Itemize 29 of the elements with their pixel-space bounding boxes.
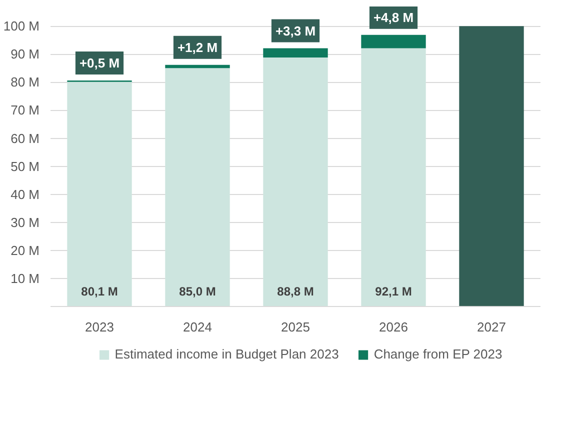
bar bbox=[361, 34, 426, 48]
y-tick-label: 60 M bbox=[10, 130, 40, 146]
bar bbox=[263, 48, 328, 58]
y-tick-label: 80 M bbox=[10, 74, 40, 90]
data-label: 85,0 M bbox=[179, 284, 216, 298]
data-label: 92,1 M bbox=[375, 284, 412, 298]
legend-label: Estimated income in Budget Plan 2023 bbox=[114, 346, 339, 362]
y-tick-label: 90 M bbox=[10, 46, 40, 62]
bar bbox=[165, 64, 230, 68]
y-tick-label: 50 M bbox=[10, 158, 40, 174]
x-tick-label: 2024 bbox=[183, 320, 212, 334]
y-tick-label: 30 M bbox=[10, 214, 40, 230]
data-label: +0,5 M bbox=[79, 56, 120, 71]
data-label: +1,2 M bbox=[177, 40, 218, 55]
x-tick-label: 2025 bbox=[281, 320, 310, 334]
data-label: 80,1 M bbox=[81, 284, 118, 298]
x-tick-label: 2026 bbox=[379, 320, 408, 334]
bar bbox=[459, 26, 524, 306]
data-label: 88,8 M bbox=[277, 284, 314, 298]
x-tick-label: 2027 bbox=[477, 320, 506, 334]
data-label: +3,3 M bbox=[275, 23, 316, 38]
data-label: +4,8 M bbox=[373, 10, 414, 25]
x-tick-label: 2023 bbox=[85, 320, 114, 334]
legend-label: Change from EP 2023 bbox=[374, 346, 502, 362]
y-tick-label: 20 M bbox=[10, 242, 40, 258]
y-tick-label: 70 M bbox=[10, 102, 40, 118]
y-tick-label: 10 M bbox=[10, 270, 40, 286]
y-tick-label: 100 M bbox=[3, 18, 40, 34]
y-tick-label: 40 M bbox=[10, 186, 40, 202]
